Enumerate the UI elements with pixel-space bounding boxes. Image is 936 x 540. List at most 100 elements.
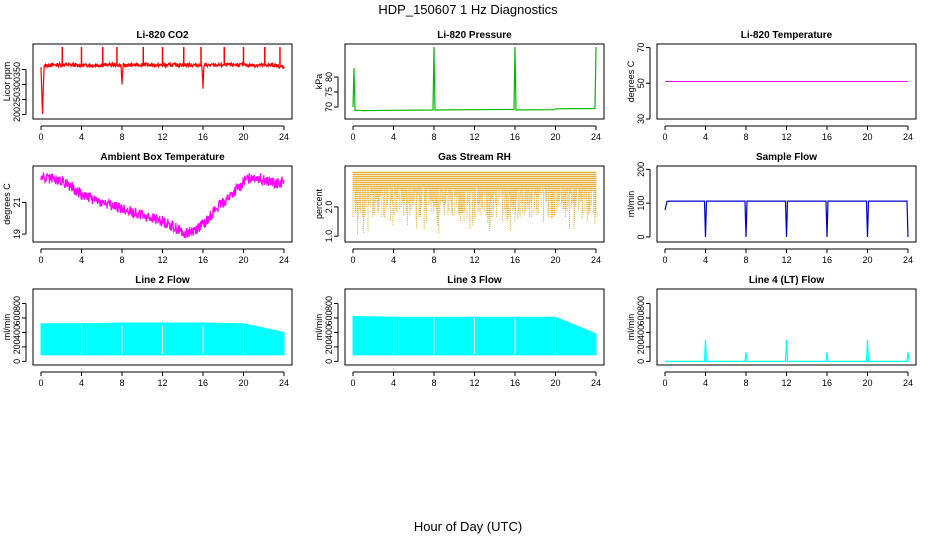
panel-ylabel: percent bbox=[314, 188, 324, 219]
x-tick-label: 8 bbox=[743, 255, 748, 265]
y-tick-label: 75 bbox=[324, 87, 334, 97]
plot-frame bbox=[344, 288, 605, 366]
x-tick-label: 20 bbox=[238, 132, 248, 142]
plot-frame bbox=[656, 43, 917, 120]
panel-7: Line 2 Flow ml/min 0 4 8 12 16 20 24 0 20040060080… bbox=[2, 275, 293, 388]
figure-title: HDP_150607 1 Hz Diagnostics bbox=[378, 2, 558, 17]
x-tick-label: 20 bbox=[550, 378, 560, 388]
x-tick-label: 0 bbox=[350, 255, 355, 265]
y-tick-label: 21 bbox=[12, 197, 22, 207]
x-tick-label: 16 bbox=[510, 255, 520, 265]
x-tick-label: 4 bbox=[391, 132, 396, 142]
x-tick-label: 0 bbox=[38, 255, 43, 265]
y-tick-label: 0 bbox=[636, 359, 646, 364]
x-tick-label: 4 bbox=[703, 132, 708, 142]
x-tick-label: 20 bbox=[550, 255, 560, 265]
panel-ylabel: degrees C bbox=[2, 183, 12, 225]
panel-title: Line 3 Flow bbox=[447, 275, 502, 286]
y-tick-label: 200 bbox=[324, 339, 334, 354]
x-tick-label: 12 bbox=[781, 378, 791, 388]
y-tick-label: 400 bbox=[636, 325, 646, 340]
x-tick-label: 16 bbox=[822, 255, 832, 265]
x-tick-label: 16 bbox=[510, 132, 520, 142]
x-tick-label: 24 bbox=[591, 132, 601, 142]
y-tick-label: 100 bbox=[636, 196, 646, 211]
panel-data bbox=[352, 171, 597, 236]
x-tick-label: 24 bbox=[279, 255, 289, 265]
y-tick-label: 0 bbox=[636, 234, 646, 239]
x-tick-label: 24 bbox=[279, 132, 289, 142]
plot-frame bbox=[32, 165, 293, 243]
panel-6: Sample Flow ml/min 0 4 8 12 16 20 24 0 100 200 bbox=[626, 152, 917, 265]
x-tick-label: 8 bbox=[743, 378, 748, 388]
y-tick-label: 70 bbox=[636, 43, 646, 53]
x-tick-label: 0 bbox=[662, 255, 667, 265]
y-tick-label: 600 bbox=[636, 310, 646, 325]
x-tick-label: 16 bbox=[198, 132, 208, 142]
y-tick-label: 19 bbox=[12, 229, 22, 239]
panel-data bbox=[40, 322, 285, 356]
panel-title: Gas Stream RH bbox=[438, 152, 511, 163]
x-tick-label: 12 bbox=[157, 132, 167, 142]
y-tick-label: 70 bbox=[324, 102, 334, 112]
series-line bbox=[664, 200, 909, 237]
x-tick-label: 0 bbox=[350, 378, 355, 388]
panel-3: Li-820 Temperature degrees C 0 4 8 12 16 20 24 30… bbox=[626, 30, 917, 142]
plot-frame bbox=[32, 288, 293, 366]
x-tick-label: 20 bbox=[862, 132, 872, 142]
panel-ylabel: degrees C bbox=[626, 60, 636, 102]
x-tick-label: 0 bbox=[38, 132, 43, 142]
x-tick-label: 24 bbox=[591, 378, 601, 388]
panel-ylabel: Licor ppm bbox=[2, 62, 12, 102]
x-tick-label: 8 bbox=[119, 255, 124, 265]
series-line bbox=[40, 60, 285, 115]
y-tick-label: 0 bbox=[12, 359, 22, 364]
panel-8: Line 3 Flow ml/min 0 4 8 12 16 20 24 0 20040060080… bbox=[314, 275, 605, 388]
x-tick-label: 12 bbox=[157, 255, 167, 265]
y-tick-label: 2.0 bbox=[324, 201, 334, 214]
x-tick-label: 4 bbox=[703, 378, 708, 388]
y-tick-label: 80 bbox=[324, 72, 334, 82]
series-line bbox=[40, 172, 285, 240]
panel-2: Li-820 Pressure kPa 0 4 8 12 16 20 24 70 75 80 bbox=[314, 30, 605, 142]
panel-ylabel: ml/min bbox=[314, 314, 324, 341]
panel-title: Li-820 Temperature bbox=[741, 30, 833, 41]
panel-ylabel: ml/min bbox=[2, 314, 12, 341]
x-tick-label: 4 bbox=[391, 255, 396, 265]
x-tick-label: 24 bbox=[903, 255, 913, 265]
panel-title: Sample Flow bbox=[756, 152, 817, 163]
y-tick-label: 200 bbox=[636, 339, 646, 354]
x-tick-label: 24 bbox=[279, 378, 289, 388]
y-tick-label: 200 bbox=[12, 339, 22, 354]
y-tick-label: 30 bbox=[636, 114, 646, 124]
x-tick-label: 24 bbox=[903, 378, 913, 388]
x-tick-label: 20 bbox=[238, 378, 248, 388]
panel-data bbox=[665, 339, 910, 362]
x-tick-label: 16 bbox=[822, 132, 832, 142]
plot-frame bbox=[656, 288, 917, 366]
x-tick-label: 24 bbox=[903, 132, 913, 142]
panel-title: Ambient Box Temperature bbox=[100, 152, 225, 163]
x-tick-label: 16 bbox=[198, 378, 208, 388]
plot-frame bbox=[344, 165, 605, 243]
panel-data bbox=[40, 47, 285, 115]
x-tick-label: 12 bbox=[469, 255, 479, 265]
x-tick-label: 12 bbox=[469, 132, 479, 142]
x-tick-label: 20 bbox=[238, 255, 248, 265]
panel-ylabel: ml/min bbox=[626, 191, 636, 218]
x-tick-label: 20 bbox=[862, 255, 872, 265]
y-tick-label: 50 bbox=[636, 78, 646, 88]
panel-title: Line 4 (LT) Flow bbox=[749, 275, 825, 286]
x-tick-label: 12 bbox=[157, 378, 167, 388]
x-tick-label: 20 bbox=[550, 132, 560, 142]
x-tick-label: 4 bbox=[703, 255, 708, 265]
y-tick-label: 1.0 bbox=[324, 230, 334, 243]
y-tick-label: 200 bbox=[636, 162, 646, 177]
panel-ylabel: kPa bbox=[314, 74, 324, 90]
series-line bbox=[352, 46, 597, 112]
x-tick-label: 16 bbox=[822, 378, 832, 388]
panel-9: Line 4 (LT) Flow ml/min 0 4 8 12 16 20 24 0 200400… bbox=[626, 275, 917, 388]
x-tick-label: 8 bbox=[431, 255, 436, 265]
x-tick-label: 12 bbox=[781, 132, 791, 142]
